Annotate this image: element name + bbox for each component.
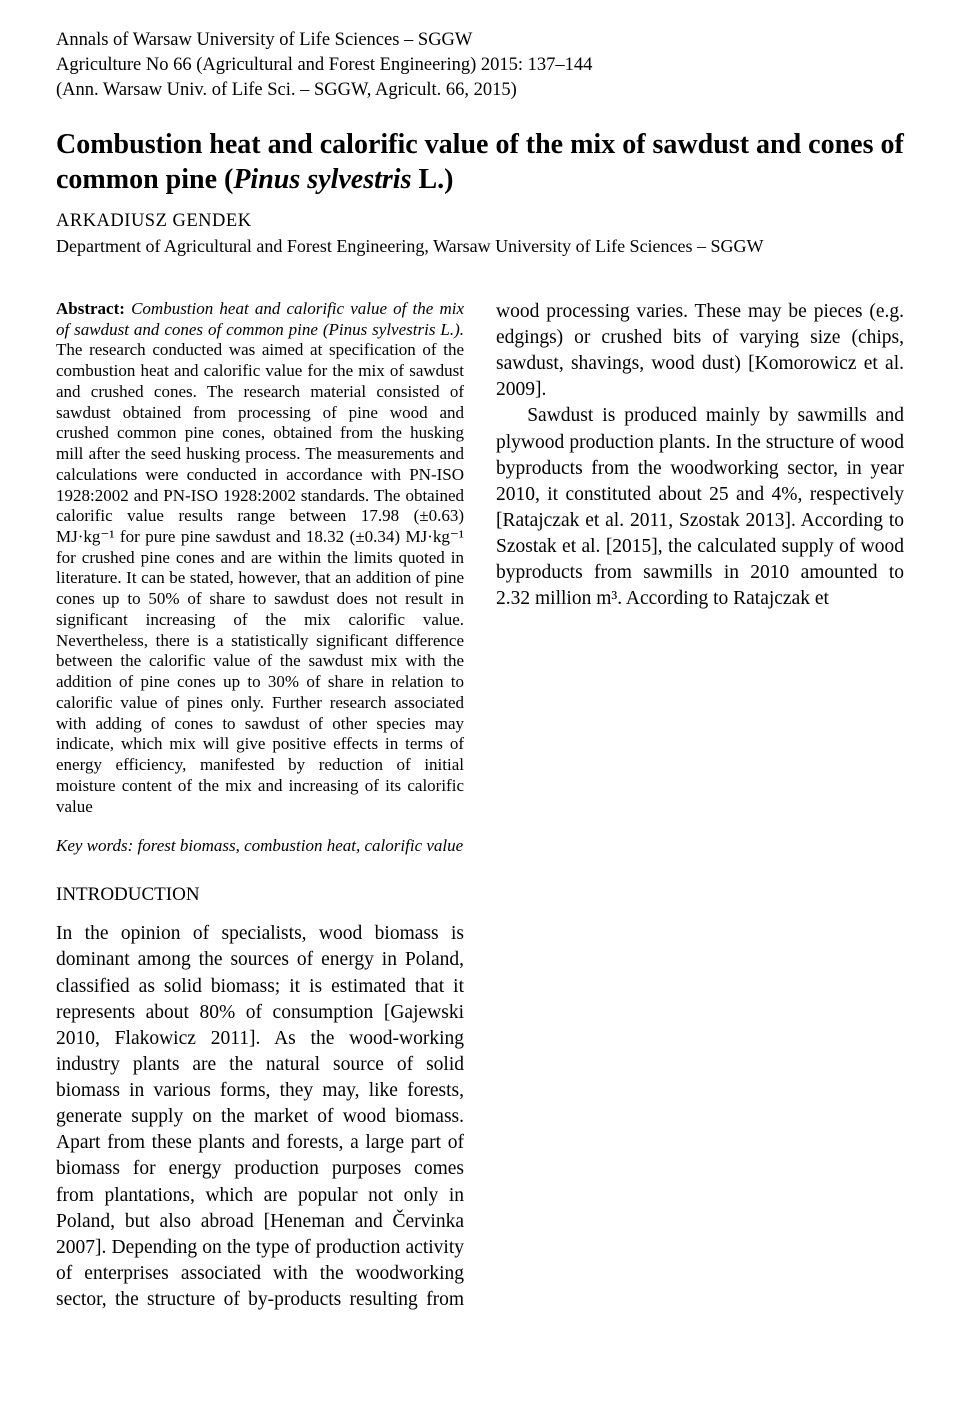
abstract-body: The research conducted was aimed at spec… <box>56 340 464 815</box>
keywords-label: Key words <box>56 836 128 855</box>
journal-header-line3: (Ann. Warsaw Univ. of Life Sci. – SGGW, … <box>56 78 904 103</box>
article-title: Combustion heat and calorific value of t… <box>56 127 904 197</box>
journal-header: Annals of Warsaw University of Life Scie… <box>56 28 904 103</box>
author-name: ARKADIUSZ GENDEK <box>56 211 904 232</box>
keywords-text: : forest biomass, combustion heat, calor… <box>128 836 464 855</box>
keywords-block: Key words: forest biomass, combustion he… <box>56 835 464 857</box>
abstract-label: Abstract: <box>56 299 125 318</box>
title-main: Combustion heat and calorific value of t… <box>56 129 904 195</box>
author-affiliation: Department of Agricultural and Forest En… <box>56 236 904 257</box>
two-column-body: Abstract: Combustion heat and calorific … <box>56 299 904 1339</box>
journal-header-line1: Annals of Warsaw University of Life Scie… <box>56 28 904 53</box>
title-after: L.) <box>411 164 453 195</box>
journal-header-line2: Agriculture No 66 (Agricultural and Fore… <box>56 53 904 78</box>
section-heading-introduction: INTRODUCTION <box>56 883 464 907</box>
body-para2: Sawdust is produced mainly by sawmills a… <box>496 403 904 612</box>
title-species: Pinus sylvestris <box>233 164 411 195</box>
abstract-block: Abstract: Combustion heat and calorific … <box>56 299 464 817</box>
